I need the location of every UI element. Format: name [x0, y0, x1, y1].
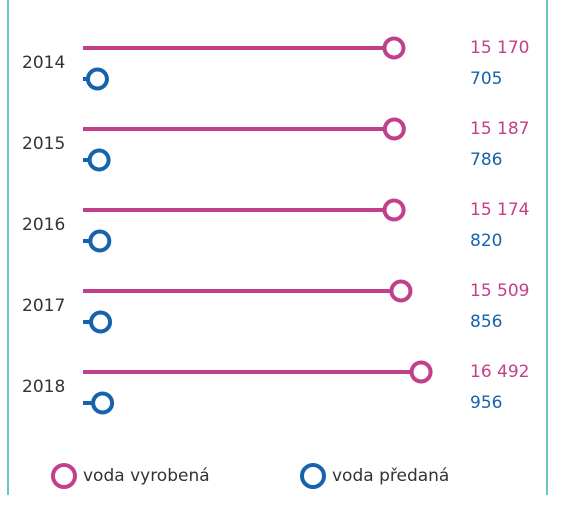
lollipop — [83, 310, 113, 334]
year-label: 2018 — [22, 377, 65, 397]
dot — [85, 67, 109, 91]
lollipop — [83, 279, 413, 303]
dot — [87, 148, 111, 172]
dot — [91, 391, 115, 415]
legend-marker — [51, 463, 77, 489]
year-label: 2014 — [22, 53, 65, 73]
value-label: 16 492 — [470, 362, 529, 382]
value-label: 856 — [470, 312, 502, 332]
value-label: 15 509 — [470, 281, 529, 301]
lollipop — [83, 36, 406, 60]
lollipop — [83, 198, 406, 222]
legend-label: voda vyrobená — [83, 466, 210, 486]
dot — [88, 229, 112, 253]
lollipop — [83, 117, 406, 141]
dot — [382, 36, 406, 60]
legend-label: voda předaná — [332, 466, 449, 486]
lollipop — [83, 67, 109, 91]
lollipop — [83, 360, 433, 384]
lollipop — [83, 391, 115, 415]
value-label: 15 170 — [470, 38, 529, 58]
year-label: 2016 — [22, 215, 65, 235]
value-label: 956 — [470, 393, 502, 413]
dot — [389, 279, 413, 303]
frame — [7, 0, 548, 495]
value-label: 15 174 — [470, 200, 529, 220]
value-label: 820 — [470, 231, 502, 251]
year-label: 2015 — [22, 134, 65, 154]
year-label: 2017 — [22, 296, 65, 316]
dot — [409, 360, 433, 384]
legend-marker — [300, 463, 326, 489]
lollipop — [83, 229, 112, 253]
dot — [382, 117, 406, 141]
value-label: 15 187 — [470, 119, 529, 139]
dot — [382, 198, 406, 222]
value-label: 786 — [470, 150, 502, 170]
value-label: 705 — [470, 69, 502, 89]
lollipop — [83, 148, 111, 172]
dot — [89, 310, 113, 334]
